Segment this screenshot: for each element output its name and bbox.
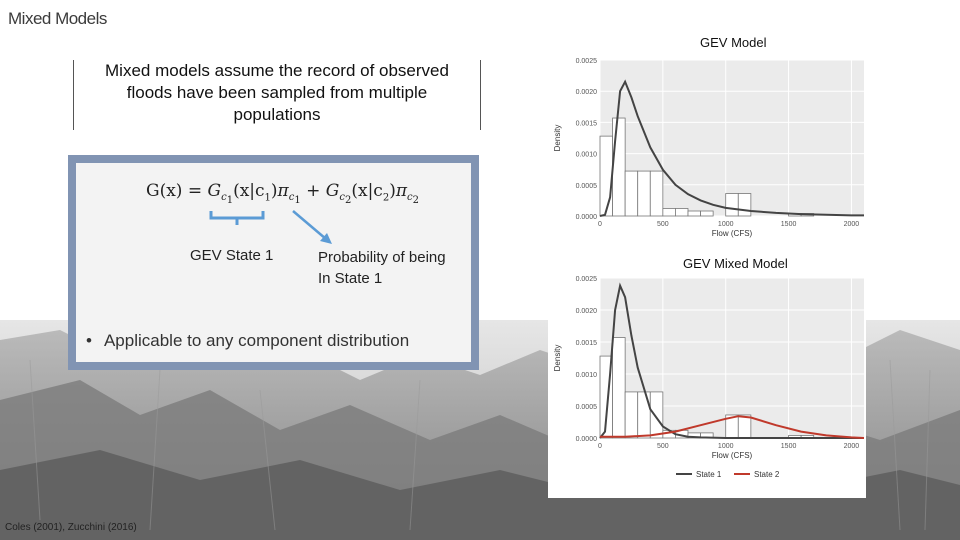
y-tick-label: 0.0000 [576, 436, 598, 443]
intro-text-box: Mixed models assume the record of observ… [73, 60, 481, 130]
histogram-bar [637, 170, 651, 217]
label-probability-line1: Probability of being [318, 249, 446, 266]
histogram-bar [662, 208, 676, 217]
formula-lhs: G(x) = [146, 181, 208, 201]
histogram-bar [675, 208, 689, 217]
chart-title-gev-mixed: GEV Mixed Model [683, 256, 788, 271]
histogram-bar [725, 193, 739, 217]
x-tick-label: 2000 [844, 221, 860, 228]
density-line [599, 79, 864, 217]
arrow-head-icon [320, 233, 332, 244]
histogram-bar [649, 391, 664, 439]
x-tick-label: 1000 [718, 221, 734, 228]
intro-line: populations [233, 105, 321, 124]
x-tick-label: 0 [598, 221, 602, 228]
formula-term2: (x|c [351, 181, 383, 201]
label-probability: Probability of being In State 1 [318, 247, 478, 289]
y-tick-label: 0.0020 [576, 308, 598, 315]
x-tick-label: 500 [657, 221, 669, 228]
histogram-bar [599, 135, 613, 217]
y-tick-label: 0.0000 [576, 214, 598, 221]
y-tick-label: 0.0005 [576, 404, 598, 411]
y-tick-label: 0.0025 [576, 276, 598, 283]
formula-annotations [209, 210, 332, 244]
histogram-bar [737, 193, 752, 217]
intro-line: Mixed models assume the record of observ… [105, 61, 449, 80]
bullet-text: Applicable to any component distribution [103, 331, 410, 350]
x-axis-label: Flow (CFS) [712, 451, 753, 460]
intro-line: floods have been sampled from multiple [126, 83, 428, 102]
label-probability-line2: In State 1 [318, 270, 383, 287]
histogram-bar [612, 337, 626, 439]
x-tick-label: 1000 [718, 443, 734, 450]
chart-gev-mixed-svg: 0.0000 0.0005 0.0010 0.0015 0.0020 0.0025 0 500… [553, 276, 865, 479]
y-tick-label: 0.0020 [576, 89, 598, 96]
citation: Coles (2001), Zucchini (2016) [5, 522, 137, 533]
histogram-bar [649, 170, 664, 217]
y-tick-label: 0.0025 [576, 58, 598, 65]
legend-label: State 1 [696, 470, 722, 479]
histogram-bar [612, 117, 626, 217]
formula-panel-inner: G(x) = Gc1(x|c1)πc1 + Gc2(x|c2)πc2 GEV S… [76, 163, 471, 362]
histogram-bar [737, 414, 752, 439]
chart-gev-svg: 0.0000 0.0005 0.0010 0.0015 0.0020 0.0025 0 500… [553, 58, 864, 238]
slide-title: Mixed Models [8, 9, 107, 28]
chart-gev-mixed: 0.0000 0.0005 0.0010 0.0015 0.0020 0.0025 0 500… [548, 270, 866, 498]
x-tick-label: 1500 [781, 221, 797, 228]
label-gev-state1: GEV State 1 [190, 247, 274, 264]
bracket-icon [209, 211, 265, 225]
histogram-bar [700, 210, 714, 217]
density-line [599, 282, 864, 439]
x-tick-label: 1500 [781, 443, 797, 450]
y-tick-label: 0.0005 [576, 183, 598, 190]
y-tick-label: 0.0015 [576, 120, 598, 127]
arrow-icon [292, 210, 327, 240]
x-tick-label: 0 [598, 443, 602, 450]
formula-panel: G(x) = Gc1(x|c1)πc1 + Gc2(x|c2)πc2 GEV S… [68, 155, 479, 370]
y-axis-label: Density [553, 125, 562, 152]
y-tick-label: 0.0015 [576, 340, 598, 347]
histogram-bar [637, 391, 651, 439]
chart-title-gev: GEV Model [700, 35, 767, 50]
bullet-dot-icon: • [86, 331, 92, 350]
y-tick-label: 0.0010 [576, 372, 598, 379]
bullet-item: • Applicable to any component distributio… [86, 331, 409, 351]
formula-term1: (x|c [233, 181, 265, 201]
x-axis-label: Flow (CFS) [712, 229, 753, 238]
histogram-bar [687, 210, 701, 217]
y-tick-label: 0.0010 [576, 152, 598, 159]
x-tick-label: 500 [657, 443, 669, 450]
legend-label: State 2 [754, 470, 780, 479]
x-tick-label: 2000 [844, 443, 860, 450]
histogram-bar [624, 391, 639, 439]
y-axis-label: Density [553, 345, 562, 372]
histogram-bar [624, 170, 639, 217]
density-line [600, 415, 865, 439]
mixture-formula: G(x) = Gc1(x|c1)πc1 + Gc2(x|c2)πc2 [146, 181, 420, 207]
chart-gev: 0.0000 0.0005 0.0010 0.0015 0.0020 0.0025 0 500… [548, 50, 866, 250]
